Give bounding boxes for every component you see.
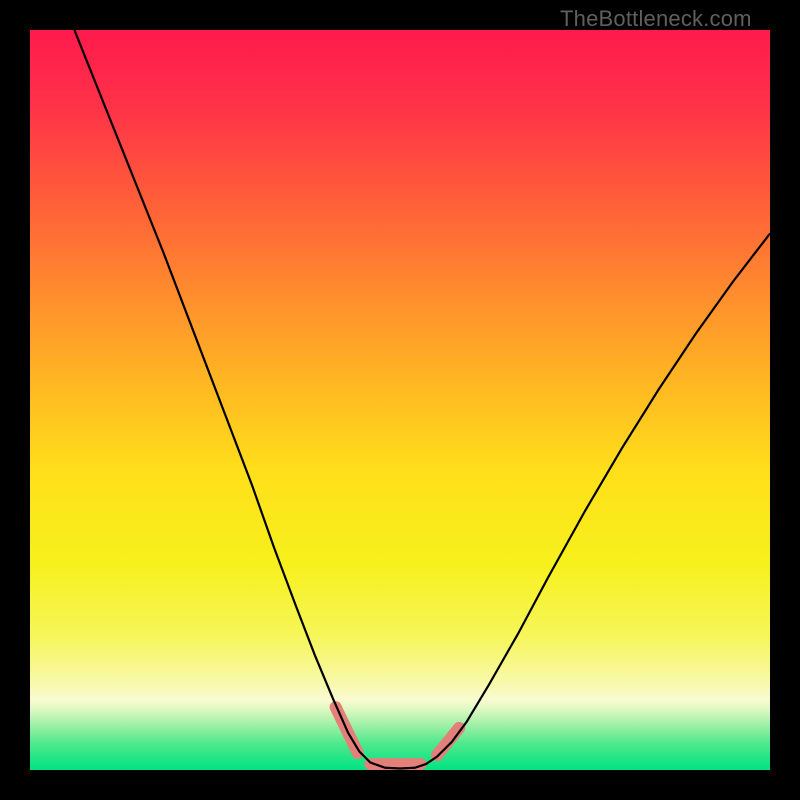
watermark-text: TheBottleneck.com [560, 6, 752, 32]
main-curve [74, 30, 770, 769]
highlight-group [336, 707, 460, 764]
plot-area [30, 30, 770, 770]
highlight-segment-2 [437, 728, 459, 755]
chart-svg [30, 30, 770, 770]
